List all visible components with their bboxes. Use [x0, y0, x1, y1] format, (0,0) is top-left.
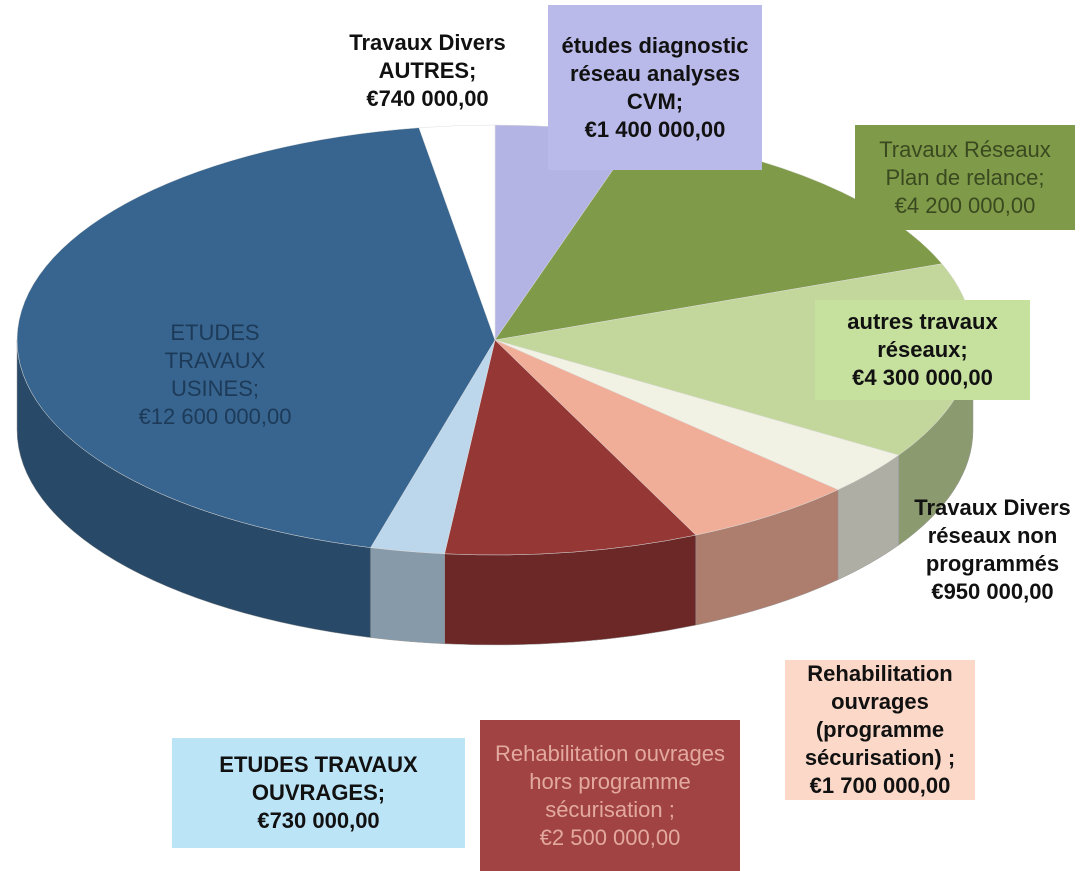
- slice: [494, 339, 839, 536]
- slice-label: études diagnostic réseau analyses CVM; €1…: [548, 5, 762, 170]
- category-label: autres travaux réseaux;: [847, 309, 998, 362]
- value-label: €1 700 000,00: [809, 773, 951, 798]
- category-label: études diagnostic réseau analyses CVM;: [561, 32, 749, 114]
- slice: [444, 339, 697, 556]
- slice-label: Travaux Réseaux Plan de relance; €4 200 0…: [855, 125, 1075, 230]
- category-label: Rehabilitation ouvrages hors programme s…: [495, 740, 725, 822]
- slice-label: ETUDES TRAVAUX OUVRAGES; €730 000,00: [172, 738, 465, 848]
- category-label: ETUDES TRAVAUX OUVRAGES;: [219, 752, 418, 805]
- slice: [418, 124, 496, 341]
- slice-side: [370, 547, 445, 645]
- value-label: €730 000,00: [257, 808, 380, 833]
- value-label: €1 400 000,00: [584, 116, 726, 142]
- category-label: ETUDES TRAVAUX USINES;: [164, 320, 266, 401]
- value-label: €12 600 000,00: [138, 404, 292, 429]
- slice-label: Travaux Divers réseaux non programmés €95…: [900, 495, 1085, 605]
- category-label: Rehabilitation ouvrages (programme sécur…: [804, 661, 956, 770]
- value-label: €740 000,00: [366, 85, 489, 111]
- category-label: Travaux Réseaux Plan de relance;: [879, 136, 1051, 190]
- slice-label: ETUDES TRAVAUX USINES; €12 600 000,00: [110, 320, 320, 430]
- value-label: €4 200 000,00: [894, 192, 1036, 218]
- value-label: €950 000,00: [931, 579, 1054, 604]
- slice-label: autres travaux réseaux; €4 300 000,00: [815, 300, 1030, 400]
- slice: [16, 127, 496, 548]
- category-label: Travaux Divers réseaux non programmés: [914, 495, 1071, 576]
- slice-label: Travaux Divers AUTRES; €740 000,00: [300, 28, 555, 113]
- value-label: €2 500 000,00: [539, 824, 681, 850]
- slice-label: Rehabilitation ouvrages hors programme s…: [480, 720, 740, 871]
- slice-label: Rehabilitation ouvrages (programme sécur…: [785, 660, 975, 800]
- value-label: €4 300 000,00: [852, 365, 993, 390]
- category-label: Travaux Divers AUTRES;: [349, 29, 506, 83]
